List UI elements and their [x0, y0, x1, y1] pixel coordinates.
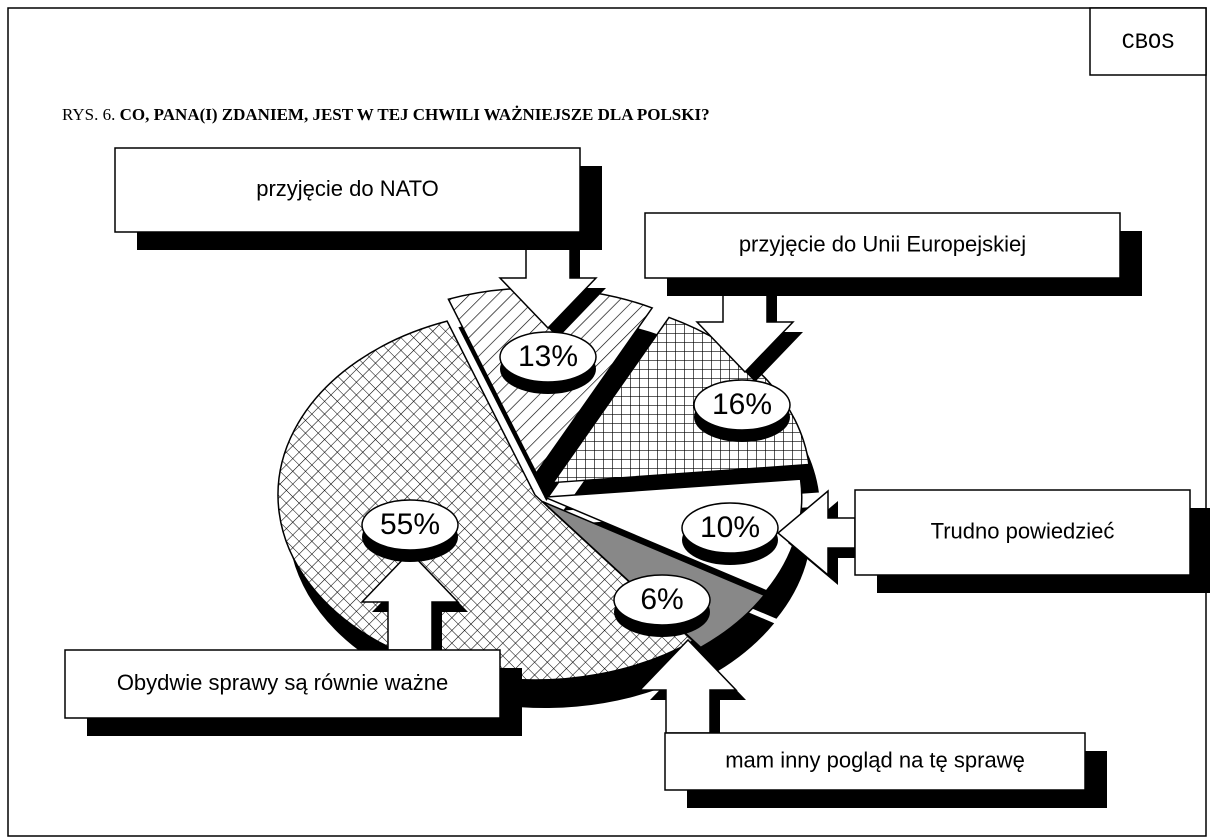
box: [854, 489, 1191, 576]
corner-label: CBOS: [1122, 30, 1175, 55]
category-label: Trudno powiedzieć: [931, 518, 1115, 543]
figure-label: RYS. 6.: [62, 105, 115, 124]
label-bubble: [693, 379, 791, 431]
category-label: Obydwie sprawy są równie ważne: [117, 670, 448, 695]
corner-box: [1089, 7, 1207, 76]
arrow: [638, 638, 738, 734]
arrow: [776, 489, 856, 577]
box: [64, 649, 501, 719]
label-bubble: [361, 499, 459, 551]
value-label: 10%: [700, 511, 760, 544]
callouts: przyjęcie do NATO 13% przyjęcie do Unii Eu…: [64, 147, 1210, 808]
label-bubble: [681, 502, 779, 554]
category-label: przyjęcie do Unii Europejskiej: [739, 231, 1026, 256]
label-bubble: [613, 574, 711, 626]
box: [664, 732, 1086, 791]
category-label: mam inny pogląd na tę sprawę: [725, 747, 1025, 772]
label-bubble: [499, 331, 597, 383]
box: [644, 212, 1121, 279]
title-text: CO, PANA(I) ZDANIEM, JEST W TEJ CHWILI W…: [120, 105, 710, 124]
value-label: 16%: [712, 388, 772, 421]
value-label: 55%: [380, 508, 440, 541]
value-label: 6%: [640, 583, 683, 616]
arrow: [360, 550, 460, 651]
category-label: przyjęcie do NATO: [256, 176, 439, 201]
title: RYS. 6. CO, PANA(I) ZDANIEM, JEST W TEJ …: [62, 105, 710, 124]
value-label: 13%: [518, 340, 578, 373]
box: [114, 147, 581, 233]
